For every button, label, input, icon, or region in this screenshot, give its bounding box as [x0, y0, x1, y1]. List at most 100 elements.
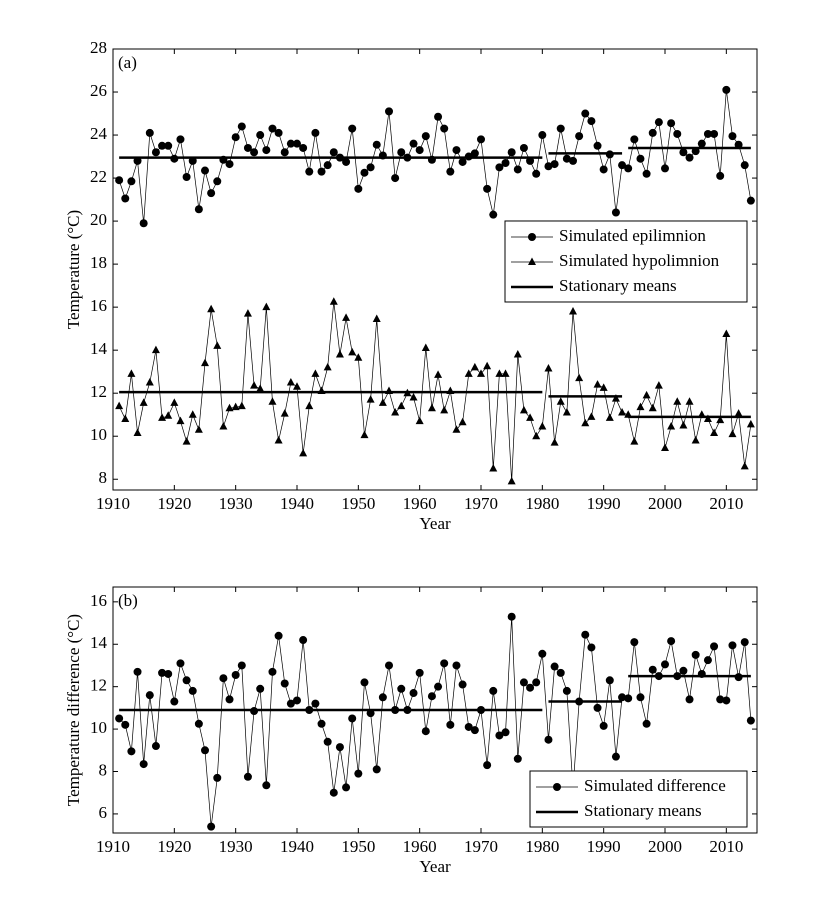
- circle-marker: [519, 143, 528, 152]
- legend-marker: [553, 783, 561, 791]
- circle-marker: [280, 679, 289, 688]
- x-tick-label: 1920: [157, 837, 191, 856]
- triangle-marker: [378, 398, 387, 406]
- circle-marker: [268, 124, 277, 133]
- circle-marker: [262, 146, 271, 155]
- circle-marker: [164, 141, 173, 150]
- y-tick-label: 26: [90, 81, 107, 100]
- circle-marker: [397, 684, 406, 693]
- circle-marker: [452, 146, 461, 155]
- circle-marker: [532, 678, 541, 687]
- y-tick-label: 22: [90, 167, 107, 186]
- circle-marker: [268, 667, 277, 676]
- triangle-marker: [335, 349, 344, 358]
- triangle-marker: [464, 369, 473, 377]
- legend-box: [504, 220, 748, 303]
- y-tick-label: 12: [90, 676, 107, 695]
- panel-label: (a): [118, 53, 137, 72]
- circle-marker: [446, 167, 455, 176]
- triangle-marker: [305, 401, 314, 410]
- circle-marker: [513, 754, 522, 763]
- triangle-marker: [323, 362, 332, 371]
- x-tick-label: 1950: [341, 494, 375, 513]
- circle-marker: [661, 660, 669, 669]
- circle-marker: [194, 719, 203, 728]
- circle-marker: [139, 760, 148, 769]
- circle-marker: [274, 631, 283, 640]
- circle-marker: [507, 612, 516, 621]
- circle-marker: [158, 668, 167, 677]
- circle-marker: [286, 139, 295, 148]
- circle-marker: [716, 171, 725, 180]
- circle-marker: [342, 157, 351, 166]
- triangle-marker: [501, 369, 510, 377]
- triangle-marker: [581, 418, 590, 427]
- triangle-marker: [630, 437, 639, 445]
- triangle-marker: [605, 413, 614, 421]
- circle-marker: [293, 696, 301, 705]
- circle-marker: [661, 164, 669, 173]
- triangle-marker: [685, 397, 694, 405]
- circle-marker: [127, 747, 136, 756]
- circle-marker: [219, 674, 228, 683]
- triangle-marker: [556, 397, 565, 405]
- circle-marker: [562, 686, 571, 695]
- triangle-marker: [360, 430, 369, 439]
- x-tick-label: 1940: [280, 494, 314, 513]
- circle-marker: [618, 693, 627, 702]
- triangle-marker: [391, 408, 400, 416]
- triangle-marker: [237, 401, 246, 410]
- circle-marker: [673, 129, 682, 138]
- triangle-marker: [329, 297, 338, 305]
- circle-marker: [299, 636, 308, 645]
- circle-marker: [526, 683, 535, 692]
- circle-marker: [385, 661, 393, 670]
- circle-marker: [170, 697, 179, 706]
- x-tick-label: 1960: [403, 494, 437, 513]
- circle-marker: [587, 117, 596, 126]
- x-tick-label: 1990: [587, 837, 621, 856]
- triangle-marker: [440, 405, 449, 414]
- x-tick-label: 1920: [157, 494, 191, 513]
- triangle-marker: [710, 428, 719, 436]
- triangle-marker: [348, 347, 357, 356]
- triangle-marker: [151, 345, 160, 354]
- triangle-marker: [127, 369, 136, 377]
- y-tick-label: 6: [99, 803, 108, 822]
- triangle-marker: [507, 476, 516, 485]
- circle-marker: [605, 676, 614, 685]
- triangle-marker: [354, 353, 363, 361]
- circle-marker: [654, 118, 663, 127]
- circle-marker: [176, 135, 185, 144]
- x-tick-label: 1950: [341, 837, 375, 856]
- circle-marker: [176, 659, 185, 668]
- triangle-marker: [458, 417, 467, 426]
- triangle-marker: [311, 369, 320, 377]
- circle-marker: [360, 678, 369, 687]
- circle-marker: [115, 176, 124, 185]
- circle-marker: [415, 668, 424, 677]
- triangle-marker: [201, 358, 209, 367]
- circle-marker: [207, 822, 216, 831]
- circle-marker: [581, 630, 590, 639]
- triangle-marker: [661, 443, 669, 452]
- circle-marker: [225, 160, 234, 169]
- triangle-marker: [176, 416, 185, 425]
- circle-marker: [262, 781, 271, 790]
- triangle-marker: [139, 398, 148, 406]
- circle-marker: [151, 742, 160, 751]
- triangle-marker: [679, 420, 688, 429]
- triangle-marker: [550, 438, 559, 446]
- circle-marker: [710, 642, 719, 651]
- circle-marker: [372, 140, 381, 149]
- triangle-marker: [293, 382, 301, 390]
- triangle-marker: [667, 422, 676, 430]
- circle-marker: [697, 139, 706, 148]
- triangle-marker: [268, 397, 277, 405]
- circle-marker: [728, 132, 737, 141]
- y-axis-label: Temperature difference (°C): [64, 614, 83, 806]
- x-tick-label: 1990: [587, 494, 621, 513]
- circle-marker: [201, 166, 209, 175]
- circle-marker: [489, 686, 498, 695]
- circle-marker: [483, 761, 492, 770]
